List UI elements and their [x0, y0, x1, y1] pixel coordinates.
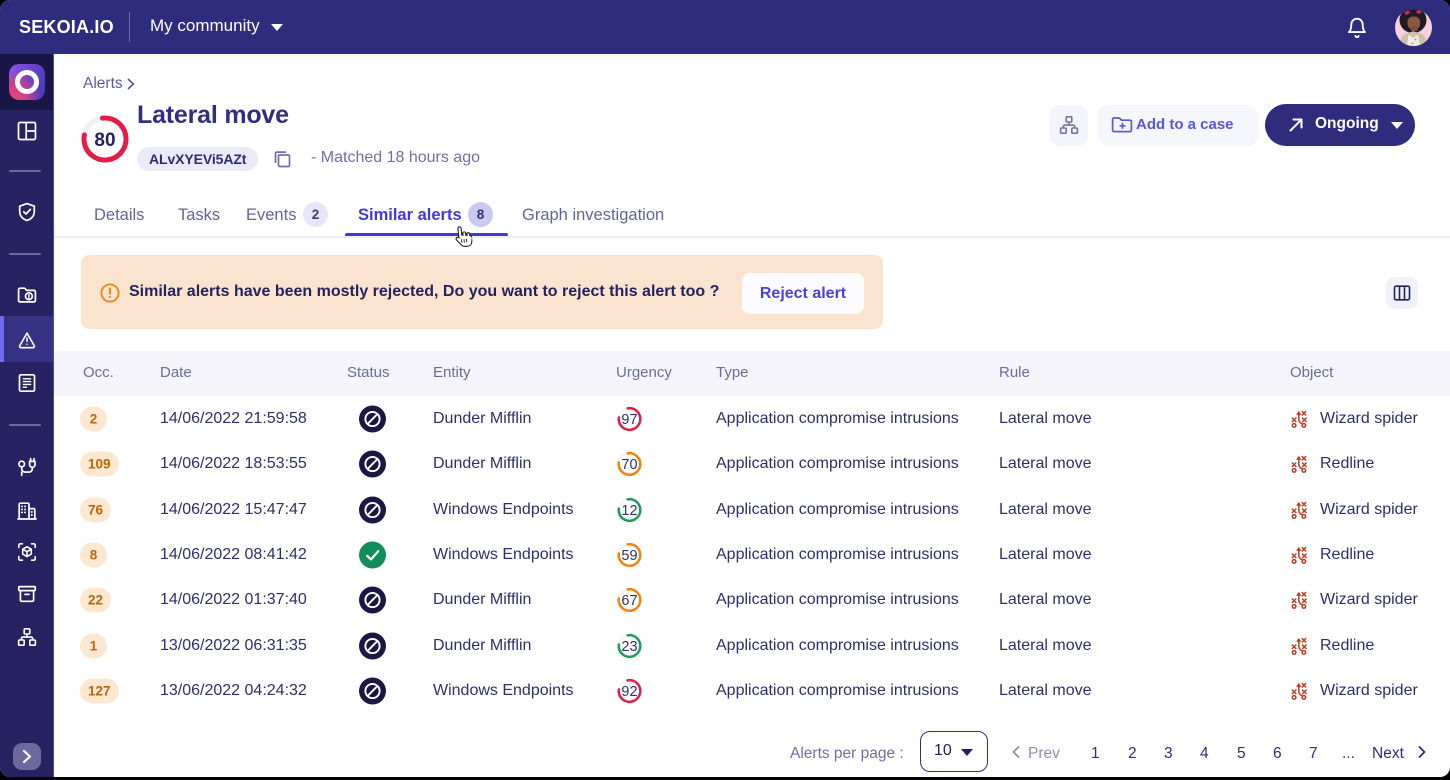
svg-text:92: 92 — [621, 684, 637, 700]
svg-text:70: 70 — [621, 457, 637, 473]
svg-text:12: 12 — [621, 503, 637, 519]
svg-text:97: 97 — [621, 412, 637, 428]
svg-text:80: 80 — [94, 130, 115, 151]
svg-text:59: 59 — [621, 548, 637, 564]
svg-text:23: 23 — [621, 639, 637, 655]
svg-text:67: 67 — [621, 593, 637, 609]
